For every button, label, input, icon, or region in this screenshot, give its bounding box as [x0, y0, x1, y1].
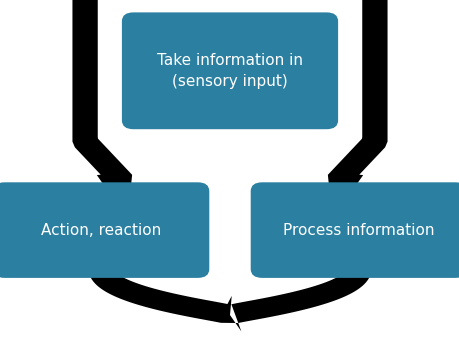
FancyBboxPatch shape: [122, 12, 337, 129]
Text: Process information: Process information: [282, 223, 434, 238]
FancyBboxPatch shape: [250, 182, 459, 278]
Polygon shape: [89, 269, 370, 331]
Polygon shape: [327, 0, 386, 200]
FancyBboxPatch shape: [0, 182, 209, 278]
Text: Take information in
(sensory input): Take information in (sensory input): [157, 53, 302, 89]
Polygon shape: [73, 0, 132, 200]
Text: Action, reaction: Action, reaction: [41, 223, 161, 238]
